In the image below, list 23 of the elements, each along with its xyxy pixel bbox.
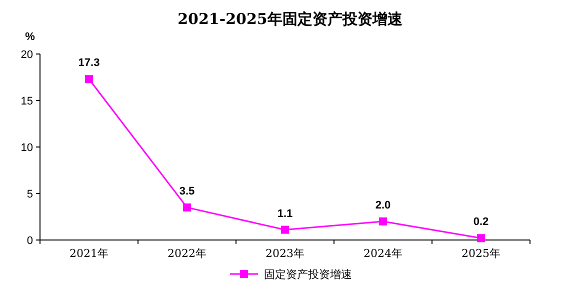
y-tick-label: 15 — [20, 96, 33, 108]
chart-title: 2021-2025年固定资产投资增速 — [178, 10, 404, 28]
x-tick-label: 2024年 — [364, 247, 402, 260]
x-tick-label: 2025年 — [462, 247, 500, 260]
point — [477, 234, 485, 242]
x-tick-label: 2023年 — [266, 247, 304, 260]
point — [379, 217, 387, 226]
point — [183, 203, 191, 212]
y-axis-title: % — [25, 31, 36, 43]
point — [281, 226, 289, 234]
data-label: 1.1 — [277, 208, 293, 220]
y-tick-label: 20 — [20, 49, 33, 61]
x-tick-label: 2021年 — [70, 247, 108, 260]
data-label: 0.2 — [473, 216, 489, 228]
legend-label: 固定资产投资增速 — [264, 268, 352, 281]
x-tick-label: 2022年 — [168, 247, 206, 260]
data-label: 2.0 — [375, 199, 391, 212]
point — [85, 75, 93, 84]
data-label: 3.5 — [179, 185, 195, 198]
y-tick-label: 5 — [26, 188, 33, 200]
data-label: 17.3 — [78, 57, 100, 70]
y-tick-label: 0 — [26, 235, 33, 247]
y-tick-label: 10 — [20, 142, 33, 154]
